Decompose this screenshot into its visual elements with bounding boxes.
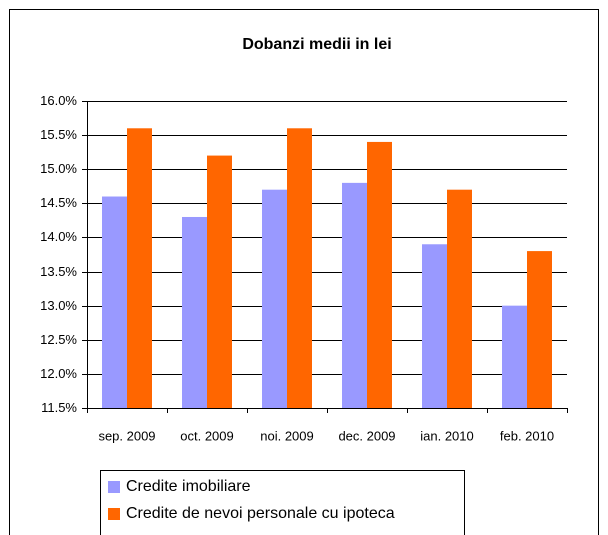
legend-swatch (108, 508, 120, 520)
bar (367, 141, 392, 408)
x-tick-label: feb. 2010 (500, 428, 554, 443)
bar (422, 244, 447, 408)
bar (342, 182, 367, 408)
y-tick-label: 12.5% (40, 332, 77, 347)
bar (127, 128, 152, 409)
legend-swatch (108, 481, 120, 493)
legend-label: Credite imobiliare (126, 478, 251, 495)
bar (207, 155, 232, 408)
y-tick-label: 16.0% (40, 93, 77, 108)
x-tick-label: ian. 2010 (420, 428, 474, 443)
y-tick-label: 15.5% (40, 127, 77, 142)
x-tick-label: noi. 2009 (260, 428, 314, 443)
y-tick-label: 12.0% (40, 366, 77, 381)
bar (182, 216, 207, 408)
y-tick-label: 11.5% (41, 400, 77, 415)
y-tick-label: 14.5% (40, 195, 77, 210)
chart-frame (9, 9, 599, 535)
y-tick-label: 15.0% (40, 161, 77, 176)
bar (527, 251, 552, 408)
y-tick-label: 13.0% (40, 298, 77, 313)
bar (102, 196, 127, 408)
bar (262, 189, 287, 408)
bar (502, 305, 527, 408)
y-tick-label: 13.5% (40, 264, 77, 279)
x-tick-label: sep. 2009 (98, 428, 155, 443)
bar (287, 128, 312, 409)
x-tick-label: oct. 2009 (180, 428, 234, 443)
chart-title: Dobanzi medii in lei (242, 36, 391, 53)
x-tick-label: dec. 2009 (338, 428, 395, 443)
y-tick-label: 14.0% (40, 229, 77, 244)
legend-label: Credite de nevoi personale cu ipoteca (126, 505, 395, 522)
legend-box (100, 470, 465, 535)
bar (447, 189, 472, 408)
